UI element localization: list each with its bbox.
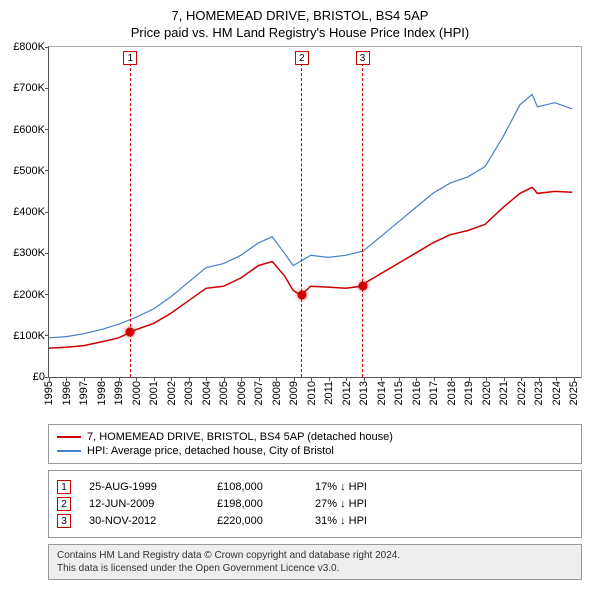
legend-label: 7, HOMEMEAD DRIVE, BRISTOL, BS4 5AP (det… (87, 431, 393, 443)
event-hpi: 31% ↓ HPI (315, 515, 367, 527)
event-price: £198,000 (217, 498, 297, 510)
y-tick (45, 88, 49, 89)
x-axis-label: 1996 (61, 381, 73, 405)
y-axis-label: £800K (13, 41, 45, 53)
footer-line1: Contains HM Land Registry data © Crown c… (57, 549, 573, 562)
x-axis-label: 2021 (498, 381, 510, 405)
legend-swatch (57, 436, 81, 438)
x-axis-label: 2025 (568, 381, 580, 405)
y-axis-label: £700K (13, 82, 45, 94)
y-axis-label: £300K (13, 247, 45, 259)
x-axis-label: 2016 (411, 381, 423, 405)
legend-box: 7, HOMEMEAD DRIVE, BRISTOL, BS4 5AP (det… (48, 424, 582, 464)
x-axis-label: 2019 (463, 381, 475, 405)
legend-label: HPI: Average price, detached house, City… (87, 445, 334, 457)
marker-box-2: 2 (295, 51, 309, 65)
marker-box-1: 1 (123, 51, 137, 65)
event-date: 30-NOV-2012 (89, 515, 199, 527)
footer-box: Contains HM Land Registry data © Crown c… (48, 544, 582, 580)
x-axis-label: 2011 (323, 381, 335, 405)
event-hpi: 27% ↓ HPI (315, 498, 367, 510)
chart-title: 7, HOMEMEAD DRIVE, BRISTOL, BS4 5AP (0, 8, 600, 23)
event-row: 2 12-JUN-2009 £198,000 27% ↓ HPI (57, 497, 573, 511)
y-axis-label: £100K (13, 330, 45, 342)
y-tick (45, 129, 49, 130)
series-price_paid (49, 187, 572, 348)
y-axis-label: £500K (13, 165, 45, 177)
y-tick (45, 253, 49, 254)
x-axis-label: 1998 (96, 381, 108, 405)
event-num: 2 (57, 497, 71, 511)
x-axis-label: 2001 (148, 381, 160, 405)
y-axis-label: £600K (13, 124, 45, 136)
x-axis-label: 2017 (428, 381, 440, 405)
marker-box-3: 3 (356, 51, 370, 65)
marker-line-2 (301, 63, 302, 377)
event-row: 1 25-AUG-1999 £108,000 17% ↓ HPI (57, 480, 573, 494)
x-axis-label: 2005 (218, 381, 230, 405)
event-price: £108,000 (217, 481, 297, 493)
x-axis-label: 2006 (236, 381, 248, 405)
event-date: 25-AUG-1999 (89, 481, 199, 493)
y-axis-label: £400K (13, 206, 45, 218)
x-axis-label: 2020 (481, 381, 493, 405)
x-axis-label: 2024 (551, 381, 563, 405)
event-num: 3 (57, 514, 71, 528)
x-axis-label: 2002 (166, 381, 178, 405)
chart-subtitle: Price paid vs. HM Land Registry's House … (0, 25, 600, 40)
x-axis-label: 2003 (183, 381, 195, 405)
x-axis-label: 2015 (393, 381, 405, 405)
y-tick (45, 212, 49, 213)
y-tick (45, 170, 49, 171)
x-axis-label: 1995 (43, 381, 55, 405)
marker-point-3 (358, 282, 367, 291)
x-axis-label: 2018 (446, 381, 458, 405)
event-hpi: 17% ↓ HPI (315, 481, 367, 493)
y-tick (45, 335, 49, 336)
y-axis-label: £200K (13, 289, 45, 301)
x-axis-label: 2022 (516, 381, 528, 405)
x-axis-label: 2010 (306, 381, 318, 405)
x-axis-label: 2004 (201, 381, 213, 405)
event-row: 3 30-NOV-2012 £220,000 31% ↓ HPI (57, 514, 573, 528)
event-date: 12-JUN-2009 (89, 498, 199, 510)
footer-line2: This data is licensed under the Open Gov… (57, 562, 573, 575)
x-axis-label: 2023 (533, 381, 545, 405)
y-tick (45, 47, 49, 48)
x-axis-label: 1999 (113, 381, 125, 405)
x-axis-label: 2012 (341, 381, 353, 405)
event-num: 1 (57, 480, 71, 494)
marker-point-2 (297, 291, 306, 300)
legend-swatch (57, 450, 81, 452)
legend-row: HPI: Average price, detached house, City… (57, 445, 573, 457)
x-axis-label: 2007 (253, 381, 265, 405)
x-axis-label: 2014 (376, 381, 388, 405)
marker-line-3 (362, 63, 363, 377)
x-axis-label: 2008 (271, 381, 283, 405)
x-axis-label: 1997 (78, 381, 90, 405)
x-axis-label: 2013 (358, 381, 370, 405)
x-axis-label: 2000 (131, 381, 143, 405)
legend-row: 7, HOMEMEAD DRIVE, BRISTOL, BS4 5AP (det… (57, 431, 573, 443)
x-axis-label: 2009 (288, 381, 300, 405)
y-tick (45, 294, 49, 295)
chart-area: £0£100K£200K£300K£400K£500K£600K£700K£80… (48, 46, 582, 378)
events-box: 1 25-AUG-1999 £108,000 17% ↓ HPI 2 12-JUN-200… (48, 470, 582, 538)
event-price: £220,000 (217, 515, 297, 527)
marker-point-1 (126, 328, 135, 337)
